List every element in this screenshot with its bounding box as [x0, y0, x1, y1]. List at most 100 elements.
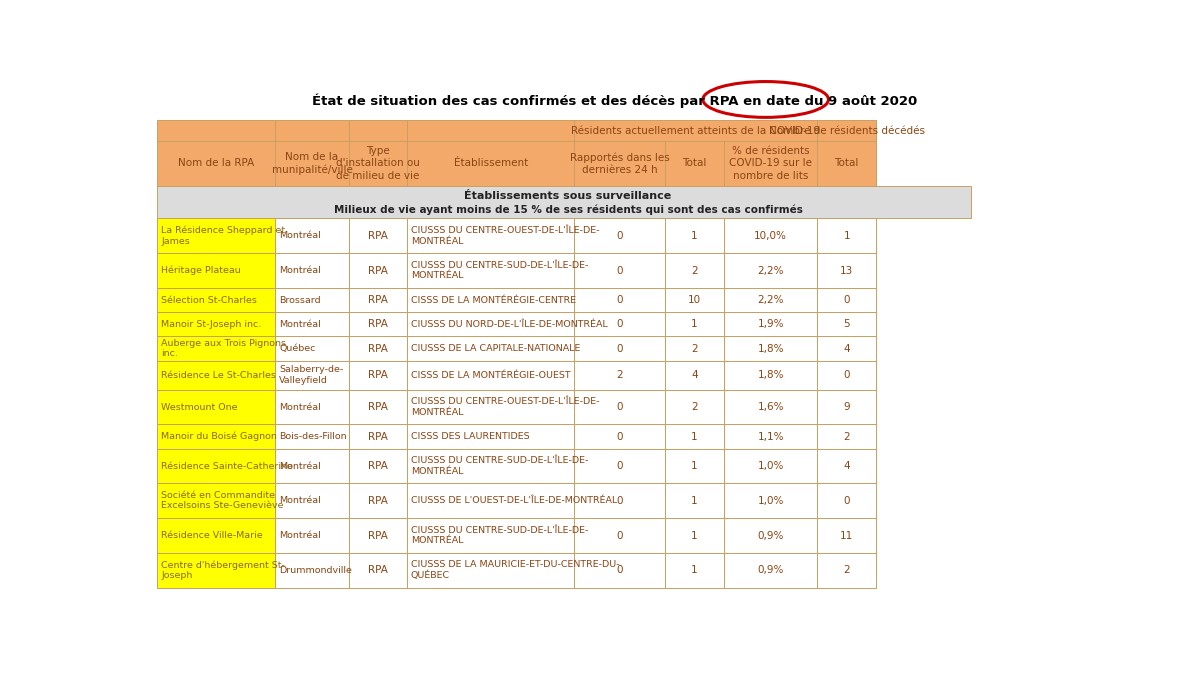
Text: 2: 2 [691, 265, 698, 276]
Bar [157, 288, 276, 312]
Bar [407, 218, 574, 253]
Bar [574, 390, 665, 425]
Bar [665, 424, 724, 449]
Bar [665, 360, 724, 390]
Text: Auberge aux Trois Pignons
inc.: Auberge aux Trois Pignons inc. [161, 339, 286, 358]
Bar [349, 312, 407, 337]
Bar [724, 337, 817, 360]
Text: Centre d'hébergement St-
Joseph: Centre d'hébergement St- Joseph [161, 560, 286, 580]
Text: 0,9%: 0,9% [757, 565, 784, 575]
Text: RPA: RPA [368, 402, 388, 412]
Bar [724, 553, 817, 588]
Text: 0: 0 [617, 265, 623, 276]
Text: 0: 0 [617, 531, 623, 540]
Text: Résidence Ville-Marie: Résidence Ville-Marie [161, 531, 263, 540]
Text: Québec: Québec [280, 344, 316, 353]
Bar [157, 390, 276, 425]
Bar [276, 337, 349, 360]
Bar [407, 141, 574, 186]
Bar [817, 518, 876, 553]
Text: 1: 1 [844, 231, 850, 241]
Bar [157, 312, 276, 337]
Bar [817, 390, 876, 425]
Text: 2: 2 [691, 402, 698, 412]
Text: Salaberry-de-
Valleyfield: Salaberry-de- Valleyfield [280, 365, 343, 385]
Bar [349, 253, 407, 288]
Bar [724, 141, 817, 186]
Bar [407, 120, 574, 141]
Bar [276, 553, 349, 588]
Text: CIUSSS DE L'OUEST-DE-L'ÎLE-DE-MONTRÉAL: CIUSSS DE L'OUEST-DE-L'ÎLE-DE-MONTRÉAL [410, 497, 617, 505]
Bar [665, 141, 724, 186]
Text: Montréal: Montréal [280, 462, 320, 471]
Bar [574, 288, 665, 312]
Bar [349, 424, 407, 449]
Bar [349, 141, 407, 186]
Text: 0: 0 [617, 231, 623, 241]
Text: 1: 1 [691, 565, 698, 575]
Text: État de situation des cas confirmés et des décès par RPA en date du 9 août 2020: État de situation des cas confirmés et d… [312, 93, 918, 108]
Bar [276, 449, 349, 484]
Text: CIUSSS DE LA CAPITALE-NATIONALE: CIUSSS DE LA CAPITALE-NATIONALE [410, 344, 581, 353]
Text: Westmount One: Westmount One [161, 403, 238, 412]
Bar [276, 484, 349, 518]
Bar [407, 360, 574, 390]
Text: Bois-des-Fillon: Bois-des-Fillon [280, 432, 347, 441]
Text: 10,0%: 10,0% [754, 231, 787, 241]
Text: Manoir St-Joseph inc.: Manoir St-Joseph inc. [161, 320, 262, 329]
Bar [817, 484, 876, 518]
Text: 1: 1 [691, 461, 698, 471]
Text: 1,9%: 1,9% [757, 319, 784, 330]
Bar [349, 120, 407, 141]
Text: Total: Total [834, 159, 859, 168]
Bar [817, 141, 876, 186]
Bar [817, 449, 876, 484]
Bar [276, 141, 349, 186]
Bar [349, 218, 407, 253]
Bar [665, 288, 724, 312]
Text: Société en Commandite
Excelsoins Ste-Geneviève: Société en Commandite Excelsoins Ste-Gen… [161, 491, 283, 510]
Text: 0,9%: 0,9% [757, 531, 784, 540]
Bar [574, 141, 665, 186]
Text: 0: 0 [617, 432, 623, 442]
Bar [817, 424, 876, 449]
Text: 2: 2 [691, 343, 698, 354]
Text: RPA: RPA [368, 370, 388, 380]
Bar [276, 518, 349, 553]
Text: % de résidents
COVID-19 sur le
nombre de lits: % de résidents COVID-19 sur le nombre de… [730, 146, 812, 181]
Bar [665, 518, 724, 553]
Text: La Résidence Sheppard et
James: La Résidence Sheppard et James [161, 226, 286, 246]
Text: Montréal: Montréal [280, 320, 320, 329]
Bar [276, 424, 349, 449]
Text: 1: 1 [691, 432, 698, 442]
Text: 2: 2 [844, 432, 850, 442]
Bar [574, 449, 665, 484]
Text: 2,2%: 2,2% [757, 295, 784, 305]
Text: Établissements sous surveillance: Établissements sous surveillance [464, 192, 672, 201]
Bar [817, 218, 876, 253]
Text: 1: 1 [691, 231, 698, 241]
Text: Manoir du Boisé Gagnon: Manoir du Boisé Gagnon [161, 432, 277, 441]
Text: Montréal: Montréal [280, 531, 320, 540]
Bar [574, 120, 817, 141]
Text: 2: 2 [617, 370, 623, 380]
Text: 0: 0 [617, 461, 623, 471]
Bar [724, 218, 817, 253]
Bar [157, 449, 276, 484]
Text: 0: 0 [844, 370, 850, 380]
Bar [157, 553, 276, 588]
Bar [574, 360, 665, 390]
Text: RPA: RPA [368, 565, 388, 575]
Bar [276, 218, 349, 253]
Bar [407, 449, 574, 484]
Bar [574, 253, 665, 288]
Text: Montréal: Montréal [280, 231, 320, 240]
Text: Brossard: Brossard [280, 295, 320, 304]
Text: 1,0%: 1,0% [757, 496, 784, 505]
Bar [407, 312, 574, 337]
Bar [665, 484, 724, 518]
Bar [724, 449, 817, 484]
Bar [276, 253, 349, 288]
Text: 0: 0 [617, 402, 623, 412]
Bar [817, 253, 876, 288]
